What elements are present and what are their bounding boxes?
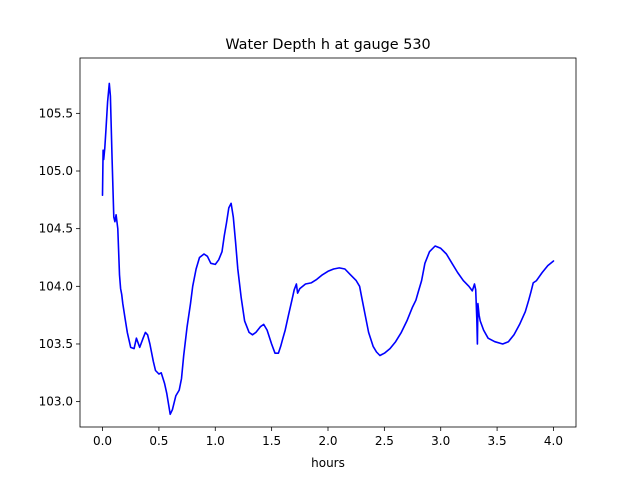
plot-background — [80, 58, 576, 427]
x-axis-title: hours — [311, 456, 345, 470]
x-tick-label: 1.5 — [262, 434, 281, 448]
series-line — [101, 82, 555, 416]
x-tick-label: 3.0 — [431, 434, 450, 448]
y-tick-label: 103.0 — [39, 395, 73, 409]
plot-area — [79, 57, 577, 428]
x-tick-label: 0.5 — [149, 434, 168, 448]
y-tick-label: 105.0 — [39, 164, 73, 178]
x-tick-label: 1.0 — [206, 434, 225, 448]
x-tick-label: 3.5 — [488, 434, 507, 448]
x-tick-label: 2.0 — [318, 434, 337, 448]
y-tick-label: 104.0 — [39, 279, 73, 293]
chart-title: Water Depth h at gauge 530 — [225, 37, 430, 53]
x-axis: 0.0 0.5 1.0 1.5 2.0 2.5 3.0 3.5 4.0 — [93, 427, 563, 448]
y-tick-label: 104.5 — [39, 222, 73, 236]
y-axis: 103.0 103.5 104.0 104.5 105.0 105.5 — [39, 106, 80, 409]
x-tick-label: 2.5 — [375, 434, 394, 448]
y-tick-label: 103.5 — [39, 337, 73, 351]
x-tick-label: 0.0 — [93, 434, 112, 448]
y-tick-label: 105.5 — [39, 106, 73, 120]
x-tick-label: 4.0 — [544, 434, 563, 448]
